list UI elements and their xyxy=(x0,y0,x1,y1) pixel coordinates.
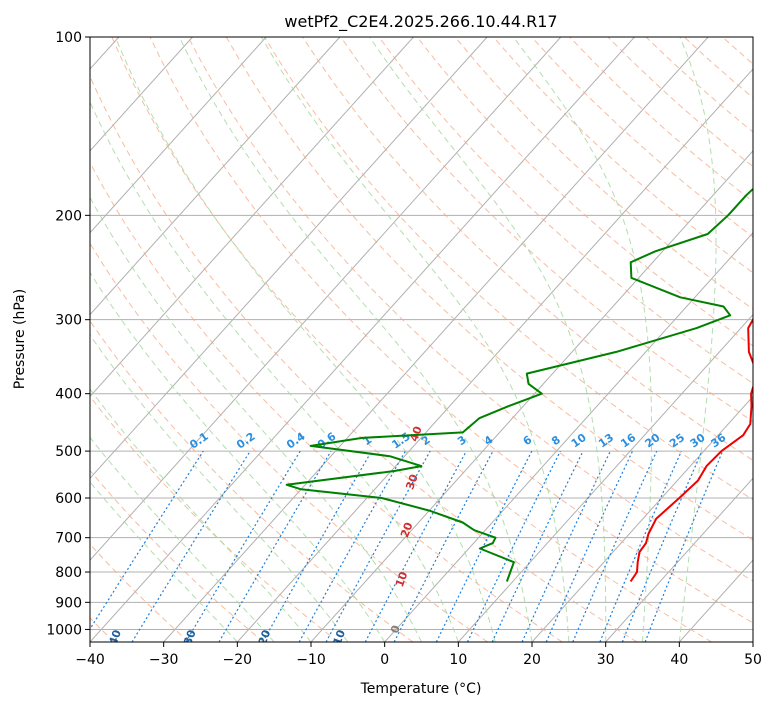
dry-adiabat xyxy=(149,37,753,624)
moist-adiabat xyxy=(90,100,459,642)
moist-adiabat xyxy=(90,388,312,642)
moist-adiabat xyxy=(90,334,349,642)
mixing-ratio-line xyxy=(435,450,533,642)
mixing-ratio-line xyxy=(131,450,251,642)
dry-adiabat-label: 40 xyxy=(407,424,425,443)
dry-adiabat xyxy=(90,320,414,642)
dry-adiabat-label: 20 xyxy=(398,520,416,539)
isotherm--70 xyxy=(90,37,414,398)
y-tick-label: 600 xyxy=(55,491,82,507)
moist-adiabat xyxy=(369,37,607,642)
y-tick-label: 200 xyxy=(55,208,82,224)
mixing-ratio-line xyxy=(491,450,584,642)
isotherm--40 xyxy=(90,37,635,642)
moist-adiabat xyxy=(90,436,275,642)
isotherm--80 xyxy=(90,37,341,316)
mixing-ratio-line xyxy=(90,450,204,631)
moist-adiabat xyxy=(114,37,496,642)
chart-title: wetPf2_C2E4.2025.266.10.44.R17 xyxy=(284,12,557,32)
y-tick-label: 500 xyxy=(55,444,82,460)
isotherm-20 xyxy=(531,395,753,642)
dry-adiabat xyxy=(454,37,753,310)
moist-adiabat xyxy=(678,37,717,642)
x-tick-label: 40 xyxy=(670,652,688,668)
y-tick-label: 400 xyxy=(55,387,82,403)
x-tick-label: 30 xyxy=(597,652,615,668)
mixing-ratio-lines xyxy=(90,450,724,642)
x-tick-label: 20 xyxy=(523,652,541,668)
profile-series xyxy=(285,187,753,583)
dry-adiabat xyxy=(416,37,753,347)
x-tick-label: 0 xyxy=(380,652,389,668)
moist-adiabat xyxy=(178,37,533,642)
x-axis-ticks: −40 −30 −20 −10 0 10 20 30 40 50 xyxy=(75,642,762,668)
dry-adiabat xyxy=(90,469,264,642)
mixing-ratio-line xyxy=(218,450,332,642)
dry-adiabat xyxy=(111,37,712,642)
isotherm--100 xyxy=(90,37,193,152)
moist-adiabat xyxy=(90,481,238,642)
mixing-ratio-line xyxy=(325,450,431,642)
dry-adiabat xyxy=(90,242,488,642)
isotherm--60 xyxy=(90,37,488,480)
plot-content: 0.10.20.40.611.52346810131620253036−100−… xyxy=(90,37,753,642)
isotherm--10 xyxy=(310,150,753,642)
mixing-ratio-line xyxy=(644,450,724,642)
x-tick-label: 50 xyxy=(744,652,762,668)
mixing-ratio-line xyxy=(364,450,467,642)
dry-adiabat xyxy=(90,395,339,642)
dry-adiabat-lines xyxy=(90,37,753,642)
y-tick-label: 300 xyxy=(55,313,82,329)
isotherm--90 xyxy=(90,37,267,234)
dry-adiabat xyxy=(90,543,190,642)
x-tick-label: −20 xyxy=(223,652,253,668)
isotherm-30 xyxy=(605,477,753,642)
dry-adiabat-label: 30 xyxy=(403,472,421,491)
isotherm--50 xyxy=(90,37,562,561)
y-axis-ticks: 100 200 300 400 500 600 700 800 900 1000 xyxy=(46,30,90,638)
dry-adiabat xyxy=(90,161,563,642)
y-tick-label: 100 xyxy=(55,30,82,46)
moist-adiabat xyxy=(261,37,570,642)
x-axis-title: Temperature (°C) xyxy=(360,681,482,697)
isotherm--20 xyxy=(236,68,753,642)
y-tick-label: 1000 xyxy=(46,622,82,638)
isotherm-10 xyxy=(457,313,753,642)
temperature-profile-line xyxy=(629,317,753,583)
plot-frame xyxy=(89,36,754,643)
x-tick-label: −40 xyxy=(75,652,105,668)
y-tick-label: 800 xyxy=(55,565,82,581)
x-tick-label: −30 xyxy=(149,652,179,668)
y-tick-label: 900 xyxy=(55,595,82,611)
mixing-ratio-line xyxy=(185,450,301,642)
x-tick-label: −10 xyxy=(296,652,326,668)
dry-adiabat-label: 0 xyxy=(388,623,403,635)
y-axis-title: Pressure (hPa) xyxy=(12,289,28,389)
isobar-lines xyxy=(90,37,753,630)
y-tick-label: 700 xyxy=(55,531,82,547)
moist-adiabat xyxy=(90,271,386,642)
dewpoint-profile-line xyxy=(285,187,753,582)
x-tick-label: 10 xyxy=(449,652,467,668)
mixing-ratio-line xyxy=(466,450,561,642)
mixing-ratio-line xyxy=(521,450,611,642)
dry-adiabat-label: 10 xyxy=(393,570,411,589)
isotherm--30 xyxy=(163,37,709,642)
